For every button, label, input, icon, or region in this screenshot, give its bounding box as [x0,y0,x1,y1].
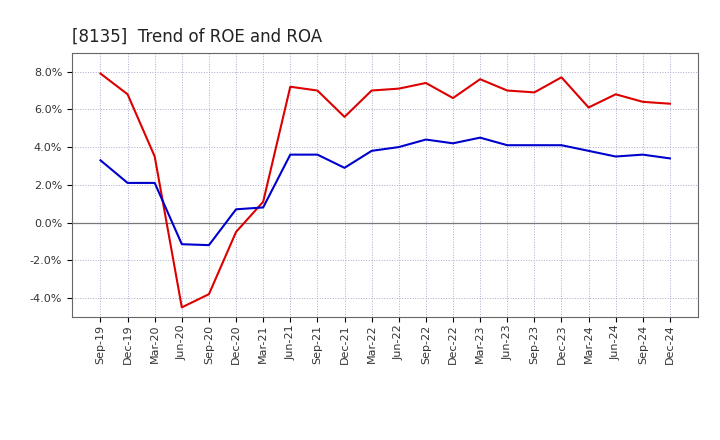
ROA [232,207,240,212]
ROA [611,154,620,159]
ROE [367,88,376,93]
Line: ROE: ROE [101,73,670,308]
ROE [449,95,457,101]
ROE [123,92,132,97]
ROA [150,180,159,186]
ROA [449,141,457,146]
ROA [96,158,105,163]
ROA [639,152,647,157]
ROE [557,75,566,80]
ROE [503,88,511,93]
ROA [584,148,593,154]
ROA [367,148,376,154]
ROE [530,90,539,95]
ROA [204,242,213,248]
ROA [557,143,566,148]
Text: [8135]  Trend of ROE and ROA: [8135] Trend of ROE and ROA [72,28,322,46]
ROA [476,135,485,140]
ROE [259,199,268,205]
ROE [178,305,186,310]
ROE [611,92,620,97]
ROE [96,71,105,76]
ROA [530,143,539,148]
ROE [286,84,294,89]
ROE [665,101,674,106]
ROE [639,99,647,104]
ROE [476,77,485,82]
ROE [204,292,213,297]
ROE [341,114,349,120]
ROA [123,180,132,186]
ROE [395,86,403,91]
ROA [286,152,294,157]
ROA [395,144,403,150]
ROE [313,88,322,93]
ROA [421,137,430,142]
ROA [503,143,511,148]
ROE [584,105,593,110]
ROA [259,205,268,210]
ROE [150,154,159,159]
ROA [341,165,349,170]
ROE [232,229,240,235]
ROA [665,156,674,161]
ROA [313,152,322,157]
ROE [421,81,430,86]
ROA [178,242,186,247]
Line: ROA: ROA [101,138,670,245]
